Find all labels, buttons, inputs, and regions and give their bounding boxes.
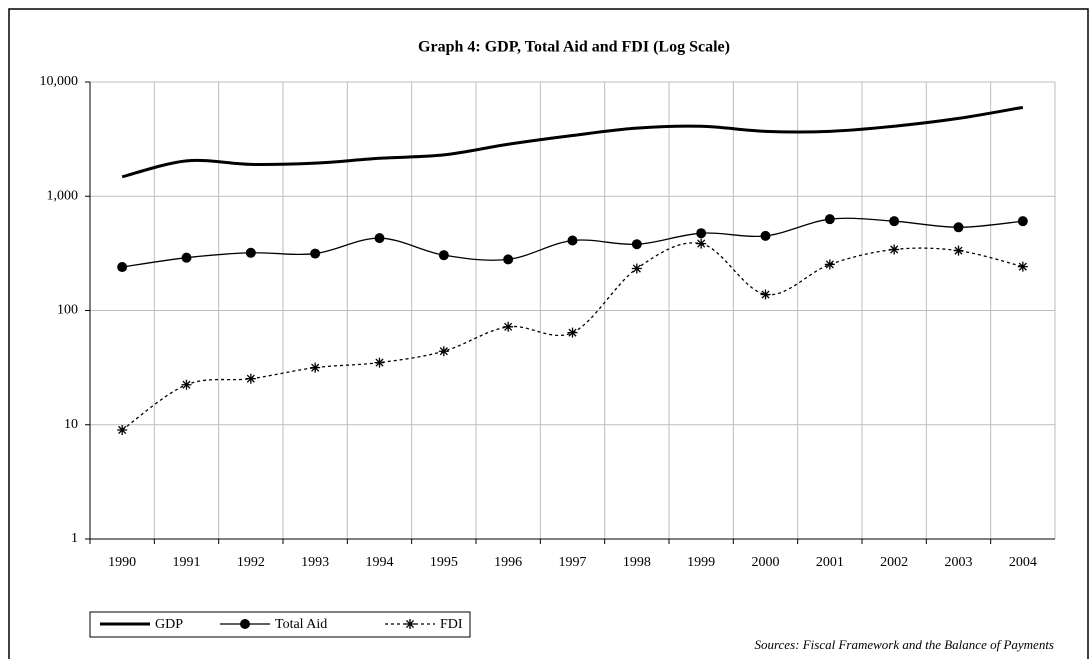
y-tick-label: 1,000 <box>47 188 79 203</box>
x-tick-label: 2001 <box>816 555 844 570</box>
data-point <box>760 230 771 241</box>
x-tick-label: 2003 <box>945 555 973 570</box>
data-point <box>117 262 128 273</box>
x-tick-label: 1993 <box>301 555 329 570</box>
data-point <box>181 379 192 390</box>
x-tick-label: 1990 <box>108 555 136 570</box>
y-tick-label: 10,000 <box>40 74 79 89</box>
x-tick-label: 2000 <box>752 555 780 570</box>
series-line <box>121 242 1023 431</box>
legend-label: GDP <box>155 617 183 632</box>
data-point <box>245 247 256 258</box>
x-tick-label: 1996 <box>494 555 522 570</box>
x-tick-label: 1994 <box>366 555 394 570</box>
data-point <box>953 222 964 233</box>
source-note: Sources: Fiscal Framework and the Balanc… <box>754 637 1054 652</box>
data-point <box>310 248 321 259</box>
data-point <box>245 373 256 384</box>
data-point <box>824 259 835 270</box>
data-point <box>374 357 385 368</box>
data-point <box>117 424 128 435</box>
data-point <box>953 245 964 256</box>
data-point <box>438 250 449 261</box>
data-point <box>1017 216 1028 227</box>
x-tick-label: 2004 <box>1009 555 1037 570</box>
x-tick-label: 2002 <box>880 555 908 570</box>
data-point <box>824 214 835 225</box>
x-tick-label: 1991 <box>173 555 201 570</box>
legend-label: Total Aid <box>275 617 327 632</box>
data-point <box>696 228 707 239</box>
data-point <box>760 289 771 300</box>
data-point <box>438 346 449 357</box>
legend-marker <box>240 619 250 629</box>
data-point <box>310 362 321 373</box>
x-tick-label: 1998 <box>623 555 651 570</box>
data-point <box>567 327 578 338</box>
legend-marker <box>405 619 415 629</box>
data-point <box>181 252 192 263</box>
data-point <box>631 263 642 274</box>
data-point <box>889 216 900 227</box>
legend-label: FDI <box>440 617 463 632</box>
chart-border <box>8 8 1089 659</box>
data-point <box>1017 261 1028 272</box>
y-tick-label: 100 <box>57 303 78 318</box>
x-tick-label: 1995 <box>430 555 458 570</box>
data-point <box>631 239 642 250</box>
x-tick-label: 1992 <box>237 555 265 570</box>
x-tick-label: 1997 <box>559 555 587 570</box>
data-point <box>374 233 385 244</box>
x-tick-label: 1999 <box>687 555 715 570</box>
data-point <box>503 321 514 332</box>
data-point <box>696 238 707 249</box>
chart-title: Graph 4: GDP, Total Aid and FDI (Log Sca… <box>418 39 730 56</box>
data-point <box>567 235 578 246</box>
series-line <box>121 105 1024 179</box>
data-point <box>503 254 514 265</box>
y-tick-label: 1 <box>71 531 78 546</box>
y-tick-label: 10 <box>64 417 78 432</box>
data-point <box>889 244 900 255</box>
